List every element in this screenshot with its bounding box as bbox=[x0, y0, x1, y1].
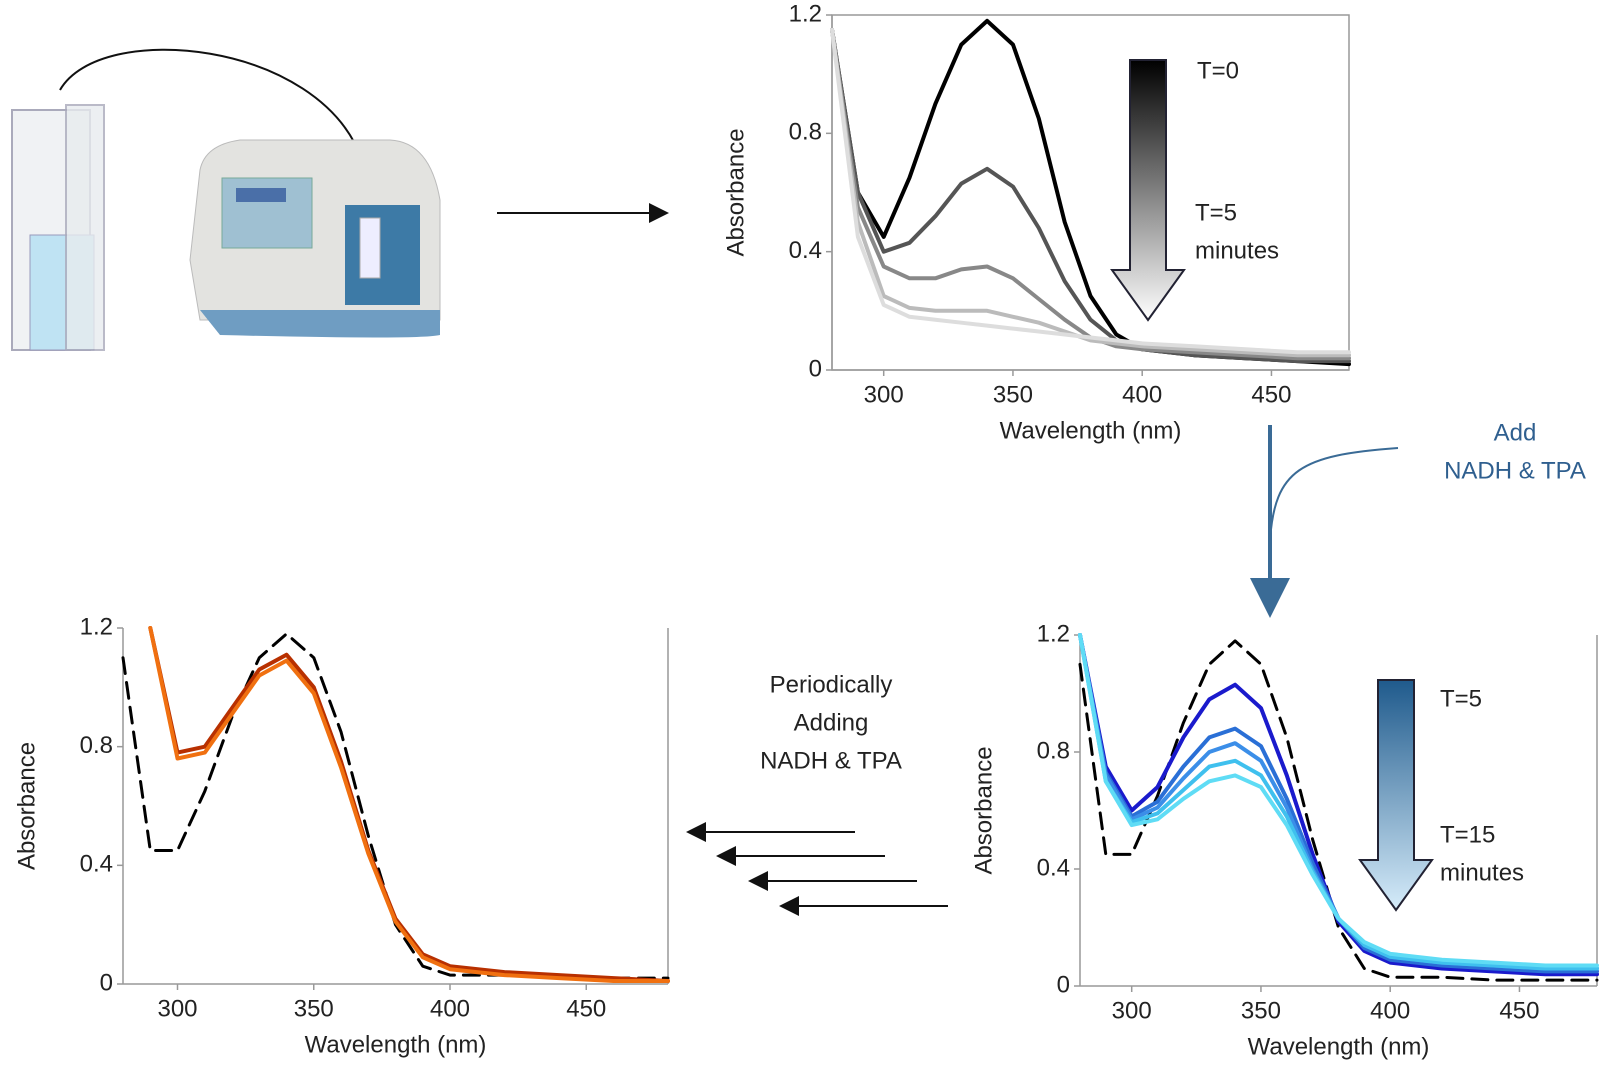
time-arrow bbox=[1110, 59, 1186, 322]
periodic-label: NADH & TPA bbox=[760, 747, 902, 774]
spectrum-line bbox=[830, 27, 1351, 364]
y-tick-label: 0.8 bbox=[789, 119, 822, 146]
time-label: T=15 bbox=[1440, 821, 1495, 848]
y-tick-label: 0 bbox=[809, 355, 822, 382]
spectrum-line bbox=[148, 626, 670, 983]
spectrum-line bbox=[121, 632, 670, 980]
y-tick-label: 0.4 bbox=[1037, 854, 1070, 881]
x-axis-label: Wavelength (nm) bbox=[1248, 1033, 1430, 1060]
y-tick-label: 1.2 bbox=[80, 613, 113, 640]
x-axis-label: Wavelength (nm) bbox=[1000, 417, 1182, 444]
time-label: T=5 bbox=[1195, 199, 1237, 226]
spectrum-line bbox=[1078, 633, 1599, 977]
add-label: Add bbox=[1494, 419, 1537, 446]
x-tick-label: 400 bbox=[430, 995, 470, 1022]
spectrum-line bbox=[830, 27, 1351, 355]
x-axis-label: Wavelength (nm) bbox=[305, 1031, 487, 1058]
y-tick-label: 1.2 bbox=[789, 0, 822, 27]
time-label: T=5 bbox=[1440, 685, 1482, 712]
y-axis-label: Absorbance bbox=[722, 128, 749, 256]
time-label: minutes bbox=[1195, 237, 1279, 264]
x-tick-label: 300 bbox=[157, 995, 197, 1022]
periodic-arrows bbox=[686, 822, 948, 916]
y-axis-label: Absorbance bbox=[970, 746, 997, 874]
y-tick-label: 0.8 bbox=[80, 732, 113, 759]
spectrum-line bbox=[1078, 639, 1599, 982]
x-tick-label: 350 bbox=[1241, 997, 1281, 1024]
y-tick-label: 0 bbox=[1057, 971, 1070, 998]
x-tick-label: 450 bbox=[1251, 381, 1291, 408]
y-tick-label: 0 bbox=[100, 969, 113, 996]
x-tick-label: 350 bbox=[993, 381, 1033, 408]
periodic-label: Adding bbox=[794, 709, 869, 736]
transfer-arrow bbox=[59, 48, 367, 164]
y-tick-label: 0.4 bbox=[80, 851, 113, 878]
x-tick-label: 300 bbox=[864, 381, 904, 408]
y-tick-label: 1.2 bbox=[1037, 620, 1070, 647]
spectrum-line bbox=[1078, 633, 1599, 968]
x-tick-label: 450 bbox=[566, 995, 606, 1022]
time-label: T=0 bbox=[1197, 57, 1239, 84]
x-tick-label: 400 bbox=[1370, 997, 1410, 1024]
x-tick-label: 350 bbox=[294, 995, 334, 1022]
add-label: NADH & TPA bbox=[1444, 457, 1586, 484]
spectrum-line bbox=[1078, 633, 1599, 971]
y-tick-label: 0.4 bbox=[789, 237, 822, 264]
spectrum-line bbox=[1078, 633, 1599, 974]
spectrophotometer-illustration bbox=[189, 139, 441, 338]
y-axis-label: Absorbance bbox=[13, 742, 40, 870]
time-label: minutes bbox=[1440, 859, 1524, 886]
x-tick-label: 300 bbox=[1112, 997, 1152, 1024]
periodic-label: Periodically bbox=[770, 671, 893, 698]
y-tick-label: 0.8 bbox=[1037, 737, 1070, 764]
time-arrow bbox=[1358, 679, 1434, 912]
spectrum-line bbox=[148, 626, 670, 983]
x-tick-label: 400 bbox=[1122, 381, 1162, 408]
cuvette-illustration bbox=[11, 104, 105, 351]
spectrum-line bbox=[830, 27, 1351, 361]
add-curve bbox=[1269, 447, 1399, 541]
spectrum-line bbox=[830, 18, 1351, 367]
spectrum-line bbox=[830, 27, 1351, 358]
x-tick-label: 450 bbox=[1499, 997, 1539, 1024]
